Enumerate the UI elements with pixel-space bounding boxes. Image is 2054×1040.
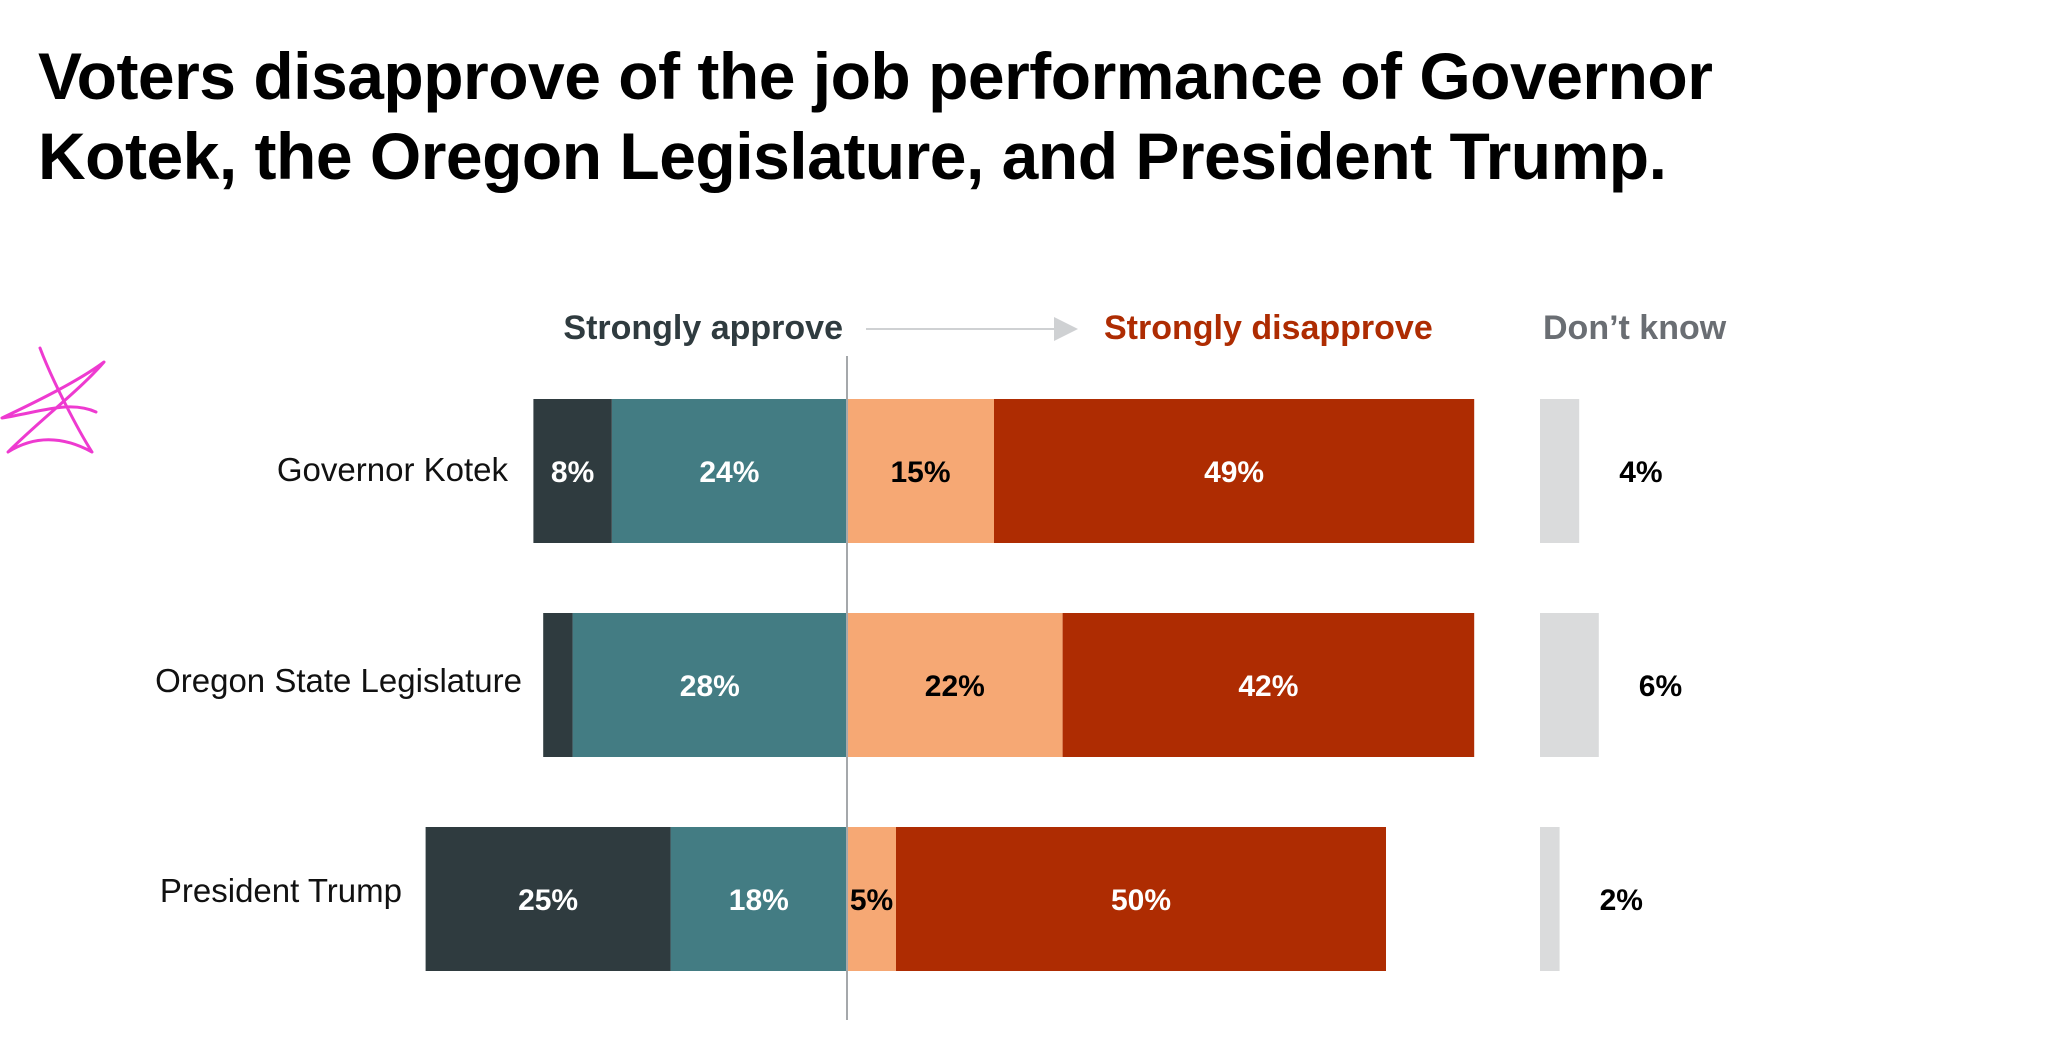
data-label: 22%: [925, 670, 985, 703]
bar-segment: [425, 827, 671, 971]
dont-know-bars: 4% 6% 2%: [1540, 399, 1682, 971]
data-label: 25%: [518, 884, 578, 917]
bar-segment: [533, 399, 612, 543]
bar-segment: [1062, 613, 1475, 757]
dont-know-label: 4%: [1619, 456, 1662, 489]
category-label: Oregon State Legislature: [155, 662, 522, 699]
header-strongly-approve: Strongly approve: [563, 309, 843, 347]
title-line-1: Voters disapprove of the job performance…: [38, 39, 1713, 113]
title-line-2: Kotek, the Oregon Legislature, and Presi…: [38, 119, 1667, 193]
data-label: 15%: [890, 456, 950, 489]
data-label: 42%: [1238, 670, 1298, 703]
diverging-bars: 24% 8% 15% 49% 28% 22% 42% 18% 25% 5% 50%: [425, 399, 1475, 971]
bar-segment: [572, 613, 847, 757]
page-title: Voters disapprove of the job performance…: [38, 36, 1998, 196]
data-label: 50%: [1111, 884, 1171, 917]
header-strongly-disapprove: Strongly disapprove: [1104, 309, 1433, 347]
category-label: President Trump: [160, 872, 402, 909]
data-label: 18%: [729, 884, 789, 917]
data-label: 8%: [551, 456, 594, 489]
dont-know-bar: [1540, 613, 1599, 757]
data-label: 49%: [1204, 456, 1264, 489]
dont-know-label: 2%: [1600, 884, 1643, 917]
dont-know-label: 6%: [1639, 670, 1682, 703]
category-label: Governor Kotek: [277, 451, 509, 488]
brand-logo-icon: [0, 346, 106, 454]
header-dont-know: Don’t know: [1543, 309, 1727, 347]
data-label: 28%: [680, 670, 740, 703]
bar-segment: [896, 827, 1386, 971]
data-label: 24%: [699, 456, 759, 489]
bar-segment: [611, 399, 847, 543]
bar-segment: [847, 399, 994, 543]
category-labels: Governor Kotek Oregon State Legislature …: [155, 451, 522, 909]
bar-segment: [847, 613, 1063, 757]
bar-segment: [847, 827, 896, 971]
bar-segment: [994, 399, 1475, 543]
dont-know-bar: [1540, 827, 1560, 971]
bar-segment: [670, 827, 847, 971]
data-label: 5%: [850, 884, 893, 917]
bar-segment: [543, 613, 573, 757]
dont-know-bar: [1540, 399, 1580, 543]
